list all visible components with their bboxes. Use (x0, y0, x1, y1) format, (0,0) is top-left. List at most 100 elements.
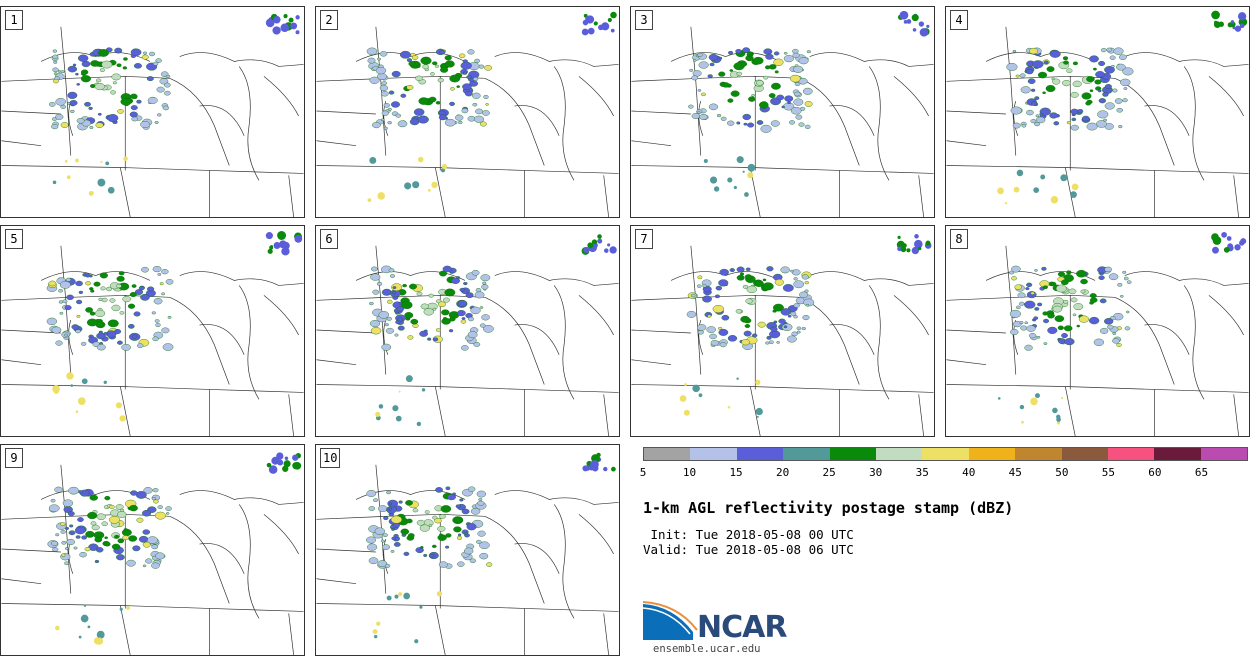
boundary-line (316, 513, 485, 520)
echo-blob (391, 101, 400, 108)
echo-blob (114, 534, 120, 539)
echo-blob (1052, 407, 1058, 414)
member-number-label: 8 (950, 229, 968, 249)
echo-blob (146, 76, 154, 82)
echo-blob (1113, 47, 1124, 55)
echo-blob (1050, 281, 1057, 287)
echo-blob (912, 28, 917, 32)
echo-blob (428, 293, 434, 298)
echo-blob (465, 292, 474, 299)
echo-blob (1070, 124, 1079, 131)
echo-blob (421, 388, 426, 392)
boundary-line (316, 75, 485, 82)
colorbar-bin (829, 448, 876, 460)
echo-blob (406, 518, 413, 524)
echo-blob (435, 328, 441, 332)
boundary-line (383, 319, 389, 355)
echo-blob (1239, 240, 1245, 246)
boundary-line (1124, 271, 1249, 286)
echo-blob (474, 291, 485, 299)
echo-blob (157, 273, 162, 276)
boundary-line (553, 66, 575, 181)
boundary-line (494, 52, 619, 67)
echo-blob (1019, 404, 1025, 410)
echo-blob (398, 592, 403, 597)
boundary-line (631, 359, 672, 366)
echo-blob (699, 113, 708, 120)
echo-blob (1223, 247, 1230, 253)
boundary-line (316, 294, 485, 301)
echo-blob (55, 340, 63, 346)
echo-blob (388, 90, 395, 95)
echo-blob (398, 500, 403, 504)
echo-blob (1234, 244, 1241, 251)
echo-blob (131, 116, 138, 122)
echo-blob (473, 77, 479, 81)
echo-blob (1089, 297, 1098, 303)
echo-blob (386, 299, 393, 304)
echo-blob (445, 533, 452, 538)
member-number-label: 7 (635, 229, 653, 249)
echo-blob (449, 101, 455, 106)
echo-blob (132, 545, 141, 552)
echo-blob (473, 342, 481, 347)
echo-blob (111, 73, 122, 81)
member-number-label: 2 (320, 10, 338, 30)
echo-blob (456, 536, 463, 540)
echo-blob (736, 121, 741, 125)
echo-blob (1041, 266, 1047, 271)
echo-blob (66, 538, 75, 546)
echo-blob (114, 47, 123, 54)
echo-blob (1106, 47, 1113, 52)
echo-blob (1054, 315, 1065, 322)
echo-blob (794, 91, 801, 97)
reflectivity-colorbar (643, 447, 1248, 461)
echo-blob (771, 82, 781, 90)
echo-blob (691, 113, 700, 120)
echo-blob (68, 530, 76, 536)
echo-blob (145, 558, 153, 564)
boundary-line (1114, 78, 1175, 166)
echo-blob (1010, 106, 1022, 115)
echo-blob (431, 181, 438, 189)
echo-blob (804, 101, 813, 107)
echo-blob (1046, 66, 1055, 72)
echo-blob (96, 630, 105, 639)
echo-blob (101, 297, 108, 303)
echo-blob (71, 324, 80, 330)
echo-blob (708, 53, 719, 61)
boundary-line (868, 285, 890, 400)
echo-blob (679, 395, 687, 402)
boundary-line (670, 52, 781, 62)
echo-blob (106, 286, 112, 292)
echo-blob (770, 120, 780, 127)
echo-blob (1122, 67, 1134, 76)
echo-blob (804, 281, 809, 285)
echo-blob (292, 454, 299, 461)
echo-blob (706, 326, 716, 333)
echo-blob (482, 110, 490, 116)
echo-blob (381, 288, 392, 296)
echo-blob (411, 55, 419, 60)
echo-blob (64, 547, 69, 550)
colorbar-bin (644, 448, 691, 460)
echo-blob (368, 557, 379, 565)
colorbar-bin (690, 448, 737, 460)
echo-blob (716, 113, 722, 118)
echo-blob (591, 239, 598, 245)
echo-blob (70, 109, 75, 113)
echo-blob (789, 120, 795, 125)
echo-blob (401, 301, 413, 310)
echo-blob (997, 397, 1001, 400)
echo-blob (735, 49, 742, 54)
echo-blob (73, 546, 78, 550)
colorbar-tick-label: 10 (682, 466, 697, 479)
echo-blob (152, 488, 159, 493)
reflectivity-map (316, 452, 619, 655)
echo-blob (1034, 393, 1040, 399)
colorbar-bin (875, 448, 923, 460)
echo-blob (708, 103, 719, 111)
echo-blob (793, 303, 800, 308)
echo-blob (703, 159, 708, 164)
echo-blob (165, 278, 174, 285)
